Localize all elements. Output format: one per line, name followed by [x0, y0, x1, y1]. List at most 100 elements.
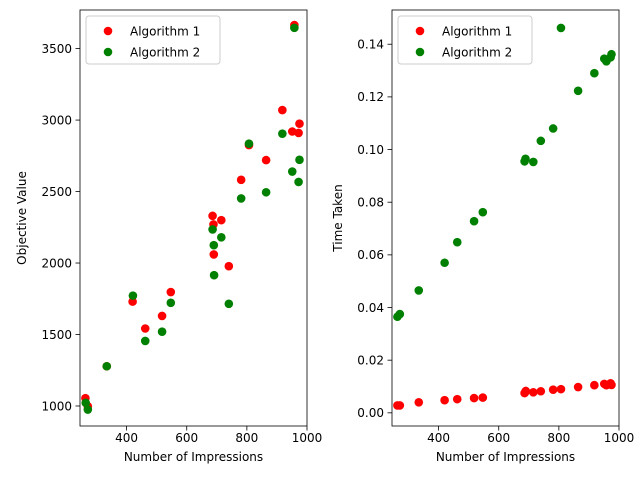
data-point — [157, 311, 167, 321]
series-2 — [81, 23, 304, 414]
x-tick-label: 1000 — [604, 431, 635, 445]
y-tick-label: 0.02 — [357, 353, 384, 367]
legend-marker — [415, 47, 425, 57]
data-point — [452, 394, 462, 404]
data-point — [590, 68, 599, 78]
legend-marker — [415, 26, 425, 36]
data-point — [209, 270, 219, 280]
data-point — [521, 386, 531, 396]
data-point — [224, 261, 234, 271]
data-point — [83, 405, 93, 414]
data-point — [140, 324, 150, 333]
data-point — [261, 187, 271, 197]
data-point — [294, 128, 303, 138]
y-tick-label: 0.08 — [357, 196, 384, 210]
data-point — [548, 124, 558, 133]
y-tick-label: 1500 — [41, 328, 72, 342]
data-point — [440, 395, 449, 405]
legend-label: Algorithm 1 — [130, 24, 200, 38]
data-point — [209, 250, 219, 259]
data-point — [556, 23, 566, 33]
y-tick-label: 0.12 — [357, 90, 384, 104]
data-point — [573, 382, 583, 392]
data-point — [166, 287, 176, 297]
axes-frame — [79, 9, 308, 427]
data-points — [393, 23, 616, 410]
data-point — [140, 336, 150, 346]
data-point — [166, 298, 176, 308]
y-tick-label: 0.10 — [357, 143, 384, 157]
data-point — [236, 194, 246, 203]
y-tick-label: 0.00 — [357, 406, 384, 420]
data-point — [128, 291, 138, 300]
x-axis-label: Number of Impressions — [436, 450, 575, 464]
data-point — [590, 380, 599, 390]
chart-panel-1: 400 600 800 1000 Number of Impressions 1000 15… — [15, 9, 322, 464]
chart-panel-2: 400 600 800 1000 Number of Impressions 0.00 0.… — [331, 9, 634, 464]
y-tick-label: 3000 — [41, 113, 72, 127]
y-axis-label: Objective Value — [15, 171, 29, 265]
data-point — [529, 387, 538, 397]
data-point — [244, 139, 254, 148]
data-point — [102, 361, 112, 371]
data-point — [261, 155, 271, 165]
series-1 — [393, 379, 616, 410]
data-point — [607, 49, 616, 59]
x-axis: 400 600 800 1000 Number of Impressions — [115, 426, 322, 464]
x-axis-label: Number of Impressions — [124, 450, 263, 464]
data-point — [157, 327, 167, 336]
x-tick-label: 400 — [115, 431, 138, 445]
legend-box — [397, 15, 533, 65]
data-point — [536, 136, 546, 146]
data-point — [469, 393, 479, 403]
data-points — [81, 20, 304, 414]
data-point — [81, 398, 91, 408]
data-point — [278, 105, 287, 115]
y-axis-label: Time Taken — [331, 184, 345, 252]
x-tick-label: 400 — [427, 431, 450, 445]
legend-label: Algorithm 1 — [442, 24, 512, 38]
data-point — [287, 167, 297, 176]
y-tick-label: 3500 — [41, 42, 72, 56]
data-point — [217, 215, 226, 225]
data-point — [295, 119, 304, 128]
y-tick-label: 1000 — [41, 399, 72, 413]
legend-marker — [103, 47, 113, 57]
data-point — [217, 232, 226, 242]
data-point — [395, 401, 405, 410]
data-point — [395, 309, 405, 319]
x-tick-label: 800 — [547, 431, 570, 445]
data-point — [478, 207, 488, 217]
data-point — [294, 177, 303, 187]
legend-box — [85, 15, 221, 65]
data-point — [414, 286, 424, 295]
x-axis: 400 600 800 1000 Number of Impressions — [427, 426, 634, 464]
y-tick-label: 0.06 — [357, 248, 384, 262]
y-tick-label: 2000 — [41, 256, 72, 270]
data-point — [290, 23, 299, 33]
axes-frame — [391, 9, 620, 427]
x-tick-label: 800 — [235, 431, 258, 445]
data-point — [607, 380, 616, 390]
data-point — [208, 211, 217, 221]
x-tick-label: 600 — [487, 431, 510, 445]
y-axis: 0.00 0.02 0.04 0.06 0.08 0.10 0.12 0.14 Time Tak… — [331, 38, 392, 420]
x-tick-label: 1000 — [292, 431, 323, 445]
legend: Algorithm 1 Algorithm 2 — [397, 15, 533, 65]
data-point — [521, 154, 530, 164]
data-point — [209, 240, 219, 250]
data-point — [548, 385, 558, 394]
data-point — [529, 157, 538, 167]
data-point — [478, 393, 488, 402]
legend: Algorithm 1 Algorithm 2 — [85, 15, 221, 65]
data-point — [573, 86, 583, 96]
data-point — [295, 155, 304, 165]
y-tick-label: 0.04 — [357, 301, 384, 315]
data-point — [469, 216, 479, 226]
data-point — [440, 258, 449, 268]
data-point — [208, 225, 217, 234]
y-tick-label: 2500 — [41, 185, 72, 199]
data-point — [236, 175, 246, 185]
